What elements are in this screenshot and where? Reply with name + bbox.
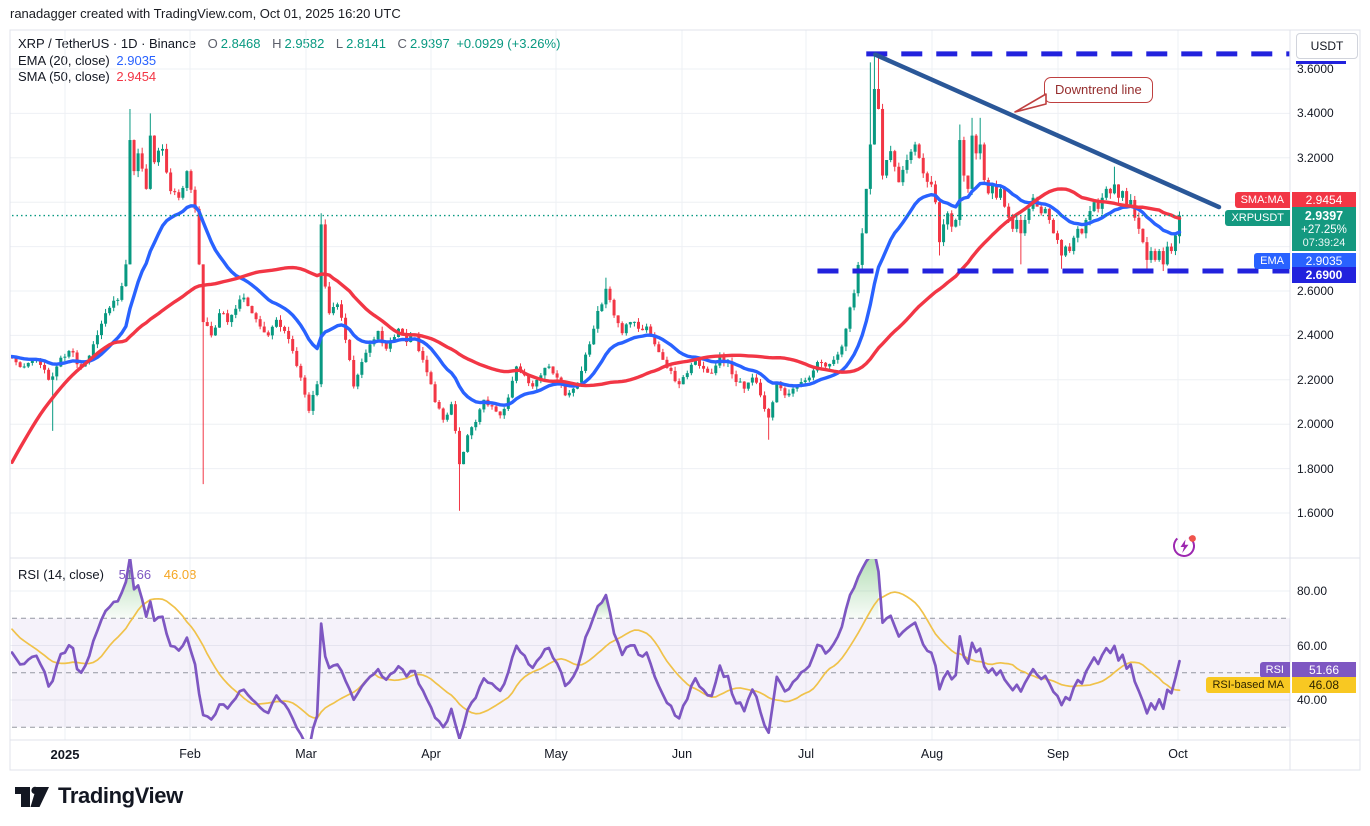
attribution-text: ranadagger created with TradingView.com,…	[10, 6, 401, 21]
symbol-badge-value: 2.9397 +27.25% 07:39:24	[1292, 207, 1356, 251]
sma-price-badge: SMA:MA 2.9454	[1234, 192, 1356, 208]
rsi-ma-badge-value: 46.08	[1292, 677, 1356, 693]
time-tick: Apr	[421, 747, 441, 761]
currency-toggle-button[interactable]: USDT	[1296, 33, 1358, 59]
rsi-ma-badge-label: RSI-based MA	[1206, 677, 1290, 693]
open-value: 2.8468	[220, 36, 261, 51]
rsi-tick: 80.00	[1297, 584, 1328, 598]
ema-badge-label: EMA	[1254, 253, 1290, 269]
downtrend-callout-tail	[1014, 93, 1047, 113]
rsi-badge-label: RSI	[1259, 662, 1290, 678]
sma-value: 2.9454	[116, 69, 157, 84]
ema-badge-value: 2.9035	[1292, 253, 1356, 269]
tradingview-logo-text: TradingView	[58, 783, 183, 808]
time-tick: Aug	[920, 747, 944, 761]
tradingview-logo[interactable]: TradingView	[14, 780, 183, 812]
symbol-title: XRP / TetherUS · 1D · Binance	[18, 36, 196, 51]
price-tick: 3.6000	[1297, 62, 1334, 76]
sma-legend-row[interactable]: SMA (50, close) 2.9454	[18, 69, 159, 84]
rsi-ma-axis-badge: RSI-based MA 46.08	[1206, 677, 1356, 693]
price-tick: 1.6000	[1297, 506, 1334, 520]
time-tick: Jul	[798, 747, 814, 761]
support-level-value: 2.6900	[1292, 267, 1356, 283]
symbol-badge-price: 2.9397	[1304, 209, 1344, 223]
rsi-ma-value: 46.08	[163, 567, 197, 582]
sma-badge-value: 2.9454	[1292, 192, 1356, 208]
price-tick: 1.8000	[1297, 461, 1334, 476]
change-value: +0.0929 (+3.26%)	[456, 36, 561, 51]
rsi-axis-badge: RSI 51.66	[1259, 662, 1356, 678]
time-tick: May	[544, 747, 568, 761]
price-tick: 3.2000	[1297, 150, 1334, 165]
price-tick: 2.0000	[1297, 417, 1334, 432]
sma-badge-label: SMA:MA	[1234, 192, 1290, 208]
rsi-tick: 40.00	[1297, 693, 1328, 707]
low-key: L	[335, 36, 344, 51]
ema-legend-row[interactable]: EMA (20, close) 2.9035	[18, 53, 159, 68]
downtrend-callout: Downtrend line	[1044, 77, 1153, 103]
price-tick: 3.4000	[1297, 106, 1334, 121]
tradingview-logo-mark	[15, 786, 49, 807]
open-key: O	[207, 36, 218, 51]
symbol-price-badge: XRPUSDT 2.9397 +27.25% 07:39:24	[1225, 207, 1356, 251]
time-tick: Sep	[1046, 747, 1070, 761]
time-tick: Jun	[671, 747, 693, 761]
price-tick: 2.2000	[1297, 372, 1334, 387]
high-key: H	[272, 36, 282, 51]
time-tick: Feb	[179, 747, 201, 761]
symbol-badge-countdown: 07:39:24	[1302, 237, 1346, 249]
time-tick: Oct	[1168, 747, 1188, 761]
high-value: 2.9582	[284, 36, 325, 51]
price-tick: 2.4000	[1297, 328, 1334, 343]
sma-label: SMA (50, close)	[18, 69, 110, 84]
time-tick: 2025	[50, 747, 80, 762]
symbol-badge-label: XRPUSDT	[1225, 210, 1290, 226]
time-tick: Mar	[295, 747, 317, 761]
price-tick: 2.6000	[1297, 284, 1334, 298]
resistance-axis-marker	[1296, 61, 1346, 64]
flash-ideas-icon[interactable]	[1171, 532, 1198, 559]
symbol-badge-change: +27.25%	[1301, 224, 1347, 236]
ema-price-badge: EMA 2.9035	[1254, 253, 1356, 269]
rsi-tick: 60.00	[1297, 638, 1328, 653]
ema-value: 2.9035	[116, 53, 157, 68]
low-value: 2.8141	[346, 36, 386, 51]
close-key: C	[397, 36, 407, 51]
close-value: 2.9397	[409, 36, 450, 51]
rsi-badge-value: 51.66	[1292, 662, 1356, 678]
support-level-badge: 2.6900	[1292, 267, 1356, 283]
rsi-label: RSI (14, close)	[18, 567, 104, 582]
ema-label: EMA (20, close)	[18, 53, 110, 68]
